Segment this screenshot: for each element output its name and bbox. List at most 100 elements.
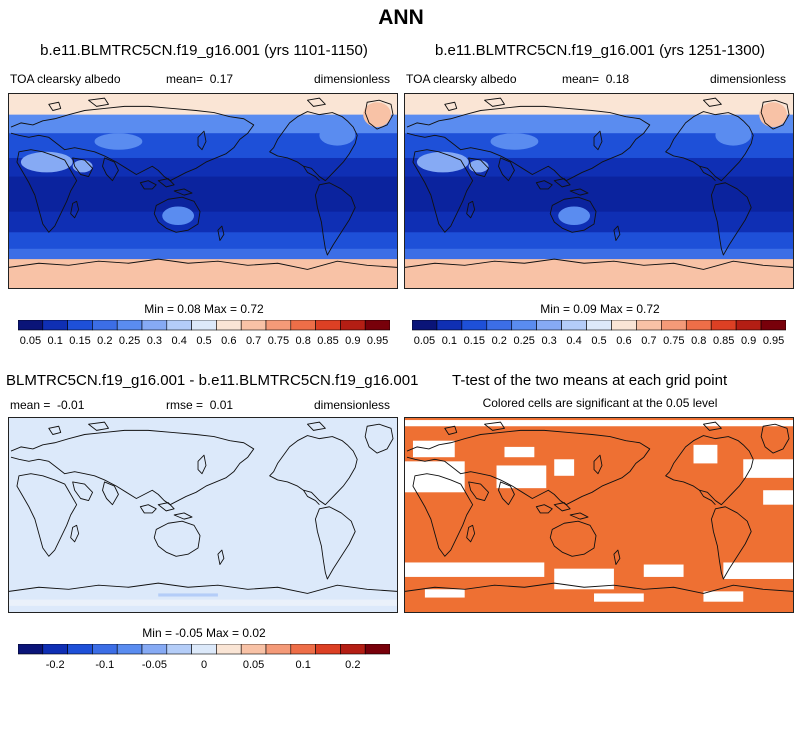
panel1-colorbar: 0.05 0.1 0.15 0.2 0.25 0.3 0.4 0.5 0.6 0.7 0.75 0.8… (18, 320, 390, 350)
panel3-rmse: rmse = 0.01 (166, 398, 233, 412)
colorbar-swatch (536, 320, 562, 331)
panel4-insignificant-cells (405, 420, 793, 602)
colorbar-swatch (265, 644, 292, 655)
panel2-variable-label: TOA clearsky albedo (406, 72, 517, 86)
colorbar-swatch (486, 320, 513, 331)
colorbar-tick-label: 0.1 (442, 335, 457, 347)
colorbar-swatch (265, 320, 292, 331)
colorbar-tick-label: 0.3 (147, 335, 162, 347)
colorbar-tick-label: 0.85 (317, 335, 338, 347)
panel4-map-svg (405, 418, 793, 612)
colorbar-tick-label: 0.9 (741, 335, 756, 347)
colorbar-swatch (611, 320, 637, 331)
colorbar-swatch (116, 320, 143, 331)
colorbar-swatch (240, 320, 267, 331)
colorbar-swatch (290, 320, 316, 331)
panel1-mean-label: mean= 0.17 (166, 72, 233, 86)
panel3-field-south (9, 599, 397, 606)
panel1-mean-text: mean= (166, 72, 204, 86)
colorbar-tick-label: 0.05 (243, 659, 264, 671)
colorbar-swatch (18, 320, 44, 331)
colorbar-tick-label: 0.2 (345, 659, 360, 671)
panel2-colorbar: 0.05 0.1 0.15 0.2 0.25 0.3 0.4 0.5 0.6 0.7 0.75 0.8… (412, 320, 786, 350)
panel4-map (404, 417, 794, 613)
colorbar-swatch (661, 320, 687, 331)
colorbar-swatch (290, 644, 316, 655)
colorbar-swatch (18, 644, 44, 655)
colorbar-tick-label: 0.5 (591, 335, 606, 347)
panel1-minmax: Min = 0.08 Max = 0.72 (144, 302, 264, 316)
colorbar-swatch (461, 320, 488, 331)
colorbar-swatch (710, 320, 737, 331)
colorbar-tick-label: 0.25 (119, 335, 140, 347)
colorbar-swatch (42, 320, 68, 331)
colorbar-swatch (141, 320, 168, 331)
panel1-map-svg (9, 94, 397, 288)
panel2-map-svg (405, 94, 793, 288)
colorbar-tick-label: 0.7 (246, 335, 261, 347)
panel3-title: BLMTRC5CN.f19_g16.001 - b.e11.BLMTRC5CN.… (6, 372, 419, 389)
colorbar-tick-label: 0.25 (513, 335, 534, 347)
colorbar-tick-label: 0.8 (691, 335, 706, 347)
colorbar-swatch (586, 320, 612, 331)
colorbar-swatch (315, 644, 341, 655)
colorbar-tick-label: 0.05 (414, 335, 435, 347)
colorbar-tick-label: 0.6 (616, 335, 631, 347)
panel1-units: dimensionless (314, 72, 391, 86)
panel2-minmax: Min = 0.09 Max = 0.72 (540, 302, 660, 316)
colorbar-swatch (315, 320, 341, 331)
colorbar-tick-label: 0.4 (172, 335, 187, 347)
colorbar-swatch (42, 644, 68, 655)
colorbar-swatch (67, 320, 93, 331)
colorbar-swatch (436, 320, 463, 331)
colorbar-tick-label: 0.15 (69, 335, 90, 347)
panel3-minmax: Min = -0.05 Max = 0.02 (142, 626, 266, 640)
colorbar-tick-label: 0.15 (464, 335, 485, 347)
colorbar-swatch (735, 320, 762, 331)
colorbar-swatch (216, 644, 242, 655)
panel2-title: b.e11.BLMTRC5CN.f19_g16.001 (yrs 1251-13… (435, 42, 765, 59)
colorbar-swatch (191, 320, 217, 331)
panel3-field (9, 418, 397, 612)
panel2-units: dimensionless (710, 72, 787, 86)
colorbar-tick-label: 0.95 (763, 335, 784, 347)
colorbar-tick-label: 0.75 (663, 335, 684, 347)
colorbar-tick-label: 0.85 (713, 335, 734, 347)
panel3-rmse-value: 0.01 (209, 398, 234, 412)
colorbar-swatch (141, 644, 168, 655)
colorbar-swatch (116, 644, 143, 655)
panel1-title: b.e11.BLMTRC5CN.f19_g16.001 (yrs 1101-11… (40, 42, 368, 59)
colorbar-tick-label: 0.1 (296, 659, 311, 671)
colorbar-tick-label: 0.95 (367, 335, 388, 347)
panel1-variable-label: TOA clearsky albedo (10, 72, 121, 86)
panel3-mean-value: -0.01 (57, 398, 85, 412)
colorbar-swatch (760, 320, 786, 331)
colorbar-swatch (364, 320, 390, 331)
colorbar-tick-label: 0.75 (268, 335, 289, 347)
colorbar-swatch (636, 320, 662, 331)
colorbar-tick-label: 0.8 (296, 335, 311, 347)
colorbar-swatch (216, 320, 242, 331)
panel2-map (404, 93, 794, 289)
panel3-units: dimensionless (314, 398, 391, 412)
panel4-title: T-test of the two means at each grid poi… (452, 372, 728, 389)
colorbar-tick-label: 0.6 (221, 335, 236, 347)
colorbar-swatch (191, 644, 217, 655)
colorbar-tick-label: -0.05 (142, 659, 167, 671)
panel3-field-anomaly (158, 593, 218, 597)
colorbar-tick-label: 0.3 (541, 335, 556, 347)
colorbar-tick-label: 0.1 (48, 335, 63, 347)
panel3-mean-text: mean = (10, 398, 51, 412)
panel1-mean-value: 0.17 (209, 72, 234, 86)
panel3-colorbar: -0.2 -0.1 -0.05 0 0.05 0.1 0.2 (18, 644, 390, 674)
colorbar-tick-label: 0.7 (641, 335, 656, 347)
panel2-mean-label: mean= 0.18 (562, 72, 629, 86)
panel4-subtitle: Colored cells are significant at the 0.0… (482, 396, 718, 410)
panel3-mean: mean = -0.01 (10, 398, 84, 412)
colorbar-swatch (340, 320, 366, 331)
colorbar-tick-label: 0.05 (20, 335, 41, 347)
colorbar-tick-label: 0.2 (492, 335, 507, 347)
colorbar-swatch (511, 320, 537, 331)
panel1-map (8, 93, 398, 289)
colorbar-swatch (92, 644, 118, 655)
